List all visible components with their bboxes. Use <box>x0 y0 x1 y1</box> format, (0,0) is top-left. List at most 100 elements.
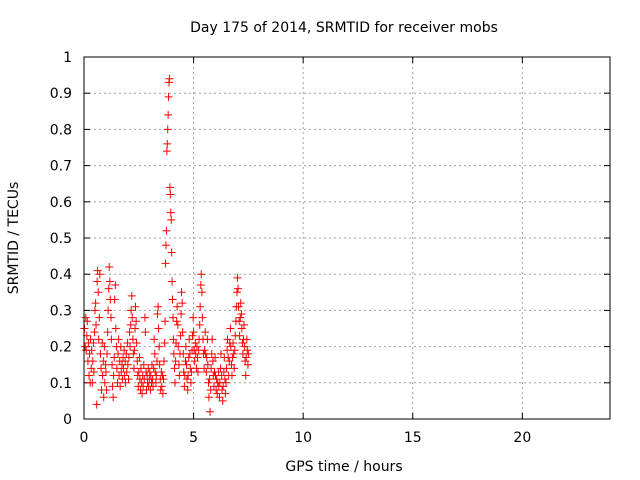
data-point <box>91 299 100 308</box>
data-point <box>223 346 232 355</box>
data-point <box>170 378 179 387</box>
data-point <box>158 371 167 380</box>
x-tick-label: 15 <box>404 430 422 446</box>
data-point <box>108 382 117 391</box>
data-point <box>197 288 206 297</box>
data-point <box>104 306 113 315</box>
y-tick-label: 0 <box>63 412 72 428</box>
data-point <box>119 364 128 373</box>
data-point <box>166 208 175 217</box>
data-point <box>242 335 251 344</box>
data-point <box>98 371 107 380</box>
data-point <box>236 299 245 308</box>
data-point <box>198 313 207 322</box>
plot-frame <box>83 56 611 420</box>
data-point <box>193 353 202 362</box>
data-point <box>104 284 113 293</box>
data-point <box>188 331 197 340</box>
data-point <box>132 317 141 326</box>
data-point <box>197 270 206 279</box>
data-point <box>161 259 170 268</box>
data-point <box>195 320 204 329</box>
data-point <box>237 310 246 319</box>
data-point <box>100 342 109 351</box>
data-point <box>85 371 94 380</box>
data-point <box>159 375 168 384</box>
data-point <box>147 360 156 369</box>
data-point <box>124 375 133 384</box>
data-point <box>95 313 104 322</box>
data-point <box>106 313 115 322</box>
data-point <box>165 74 174 83</box>
data-point <box>151 378 160 387</box>
data-point <box>164 92 173 101</box>
data-point <box>107 335 116 344</box>
data-point <box>90 328 99 337</box>
data-point <box>125 328 134 337</box>
data-point <box>126 342 135 351</box>
data-point <box>149 364 158 373</box>
data-point <box>168 295 177 304</box>
data-point <box>241 371 250 380</box>
data-point <box>81 313 90 322</box>
data-point <box>174 360 183 369</box>
data-point <box>165 183 174 192</box>
y-tick-labels: 0 0.1 0.2 0.3 0.4 0.5 0.6 0.7 0.8 0.9 1 <box>50 50 72 428</box>
data-point <box>163 125 172 134</box>
data-point <box>162 147 171 156</box>
data-point <box>153 310 162 319</box>
data-point <box>111 281 120 290</box>
y-tick-label: 0.1 <box>50 376 72 392</box>
data-point <box>226 324 235 333</box>
data-point <box>233 273 242 282</box>
data-point <box>111 324 120 333</box>
data-point <box>234 284 243 293</box>
data-point <box>173 320 182 329</box>
data-point <box>158 389 167 398</box>
data-point <box>182 360 191 369</box>
data-point <box>88 378 97 387</box>
data-point <box>178 328 187 337</box>
data-point <box>243 346 252 355</box>
data-point <box>204 393 213 402</box>
data-point <box>196 281 205 290</box>
data-point <box>155 360 164 369</box>
x-tick-labels: 0 5 10 15 20 <box>80 430 532 446</box>
data-point <box>177 288 186 297</box>
data-point <box>222 364 231 373</box>
data-point <box>171 357 180 366</box>
x-tick-label: 10 <box>294 430 312 446</box>
y-tick-label: 0.6 <box>50 195 72 211</box>
data-point <box>101 367 110 376</box>
y-tick-label: 0.4 <box>50 267 72 283</box>
data-point <box>167 215 176 224</box>
data-point <box>166 190 175 199</box>
data-point <box>185 335 194 344</box>
data-point <box>208 335 217 344</box>
data-point <box>92 320 101 329</box>
data-point <box>154 302 163 311</box>
data-point <box>232 288 241 297</box>
data-point <box>90 306 99 315</box>
data-point <box>141 328 150 337</box>
data-point <box>159 357 168 366</box>
data-point <box>140 313 149 322</box>
data-point <box>167 248 176 257</box>
data-point <box>189 328 198 337</box>
data-point <box>202 367 211 376</box>
data-point <box>127 306 136 315</box>
data-point <box>181 342 190 351</box>
data-point <box>218 386 227 395</box>
data-point <box>168 277 177 286</box>
data-point <box>129 349 138 358</box>
data-point <box>155 342 164 351</box>
data-point <box>139 360 148 369</box>
grid-lines <box>84 57 610 419</box>
data-point <box>94 335 103 344</box>
chart-title: Day 175 of 2014, SRMTID for receiver mob… <box>190 20 498 36</box>
data-point <box>157 367 166 376</box>
data-point <box>87 346 96 355</box>
y-tick-label: 0.8 <box>50 122 72 138</box>
y-tick-label: 0.3 <box>50 303 72 319</box>
